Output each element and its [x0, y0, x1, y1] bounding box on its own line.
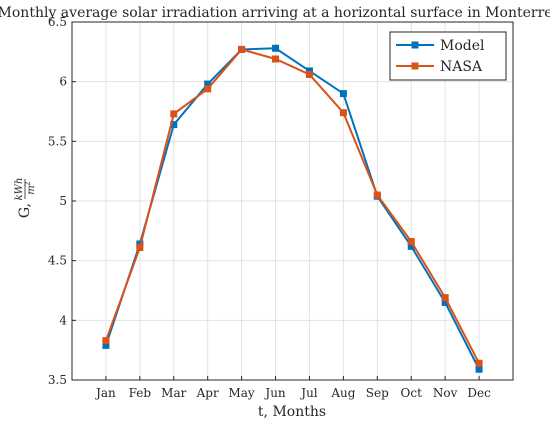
x-tick-label: Jul — [299, 386, 318, 400]
data-point-marker — [407, 242, 415, 250]
data-point-marker — [339, 109, 347, 117]
y-axis: 3.5 4 4.5 5 5.5 6 6.5 — [48, 15, 76, 387]
y-axis-title-prefix: G, — [17, 203, 33, 218]
legend-marker — [411, 62, 419, 70]
data-point-marker — [475, 359, 483, 367]
x-tick-label: Oct — [401, 386, 423, 400]
x-tick-label: Nov — [433, 386, 458, 400]
data-point-marker — [204, 80, 212, 88]
data-point-marker — [441, 298, 449, 306]
y-tick-label: 3.5 — [48, 373, 67, 387]
y-tick-label: 5.5 — [48, 134, 67, 148]
data-point-marker — [475, 365, 483, 373]
y-tick-label: 4.5 — [48, 254, 67, 268]
series-nasa — [102, 45, 483, 367]
data-point-marker — [441, 294, 449, 302]
x-tick-label: Dec — [467, 386, 491, 400]
x-axis: Jan Feb Mar Apr May Jun Jul Aug Sep Oct Nov Dec — [94, 376, 491, 400]
y-axis-title-denominator: m — [26, 185, 37, 194]
series-lines — [102, 44, 483, 373]
series-model — [102, 44, 483, 373]
data-point-marker — [170, 121, 178, 129]
data-point-marker — [305, 71, 313, 79]
data-point-marker — [170, 110, 178, 118]
y-tick-label: 4 — [59, 313, 67, 327]
data-point-marker — [272, 55, 280, 63]
data-point-marker — [407, 238, 415, 246]
x-tick-label: Jan — [94, 386, 116, 400]
y-tick-label: 6 — [59, 75, 67, 89]
data-point-marker — [102, 337, 110, 345]
series-line — [104, 48, 480, 364]
chart-title: Monthly average solar irradiation arrivi… — [0, 5, 550, 21]
series-line — [104, 47, 480, 370]
legend-label: NASA — [440, 59, 483, 75]
x-tick-label: Sep — [366, 386, 389, 400]
data-point-marker — [102, 341, 110, 349]
data-point-marker — [136, 244, 144, 252]
data-point-marker — [272, 44, 280, 52]
y-tick-label: 5 — [59, 194, 67, 208]
x-axis-title: t, Months — [258, 404, 326, 420]
data-point-marker — [305, 67, 313, 75]
x-tick-label: Jun — [263, 386, 286, 400]
data-point-marker — [373, 191, 381, 199]
y-axis-title-denominator-exponent: 2 — [24, 182, 32, 186]
data-point-marker — [339, 90, 347, 98]
x-tick-label: Feb — [129, 386, 152, 400]
y-axis-title-numerator: kWh — [14, 178, 25, 201]
x-tick-label: Apr — [196, 386, 219, 400]
data-point-marker — [238, 45, 246, 53]
x-tick-label: Mar — [161, 386, 186, 400]
legend: Model NASA — [389, 31, 507, 81]
y-tick-label: 6.5 — [48, 15, 67, 29]
x-tick-label: May — [228, 386, 254, 400]
legend-marker — [411, 41, 419, 49]
legend-label: Model — [440, 38, 485, 54]
y-axis-title: G, kWh m 2 — [14, 178, 37, 219]
legend-box — [389, 31, 507, 81]
x-tick-label: Aug — [330, 386, 355, 400]
data-point-marker — [204, 85, 212, 93]
